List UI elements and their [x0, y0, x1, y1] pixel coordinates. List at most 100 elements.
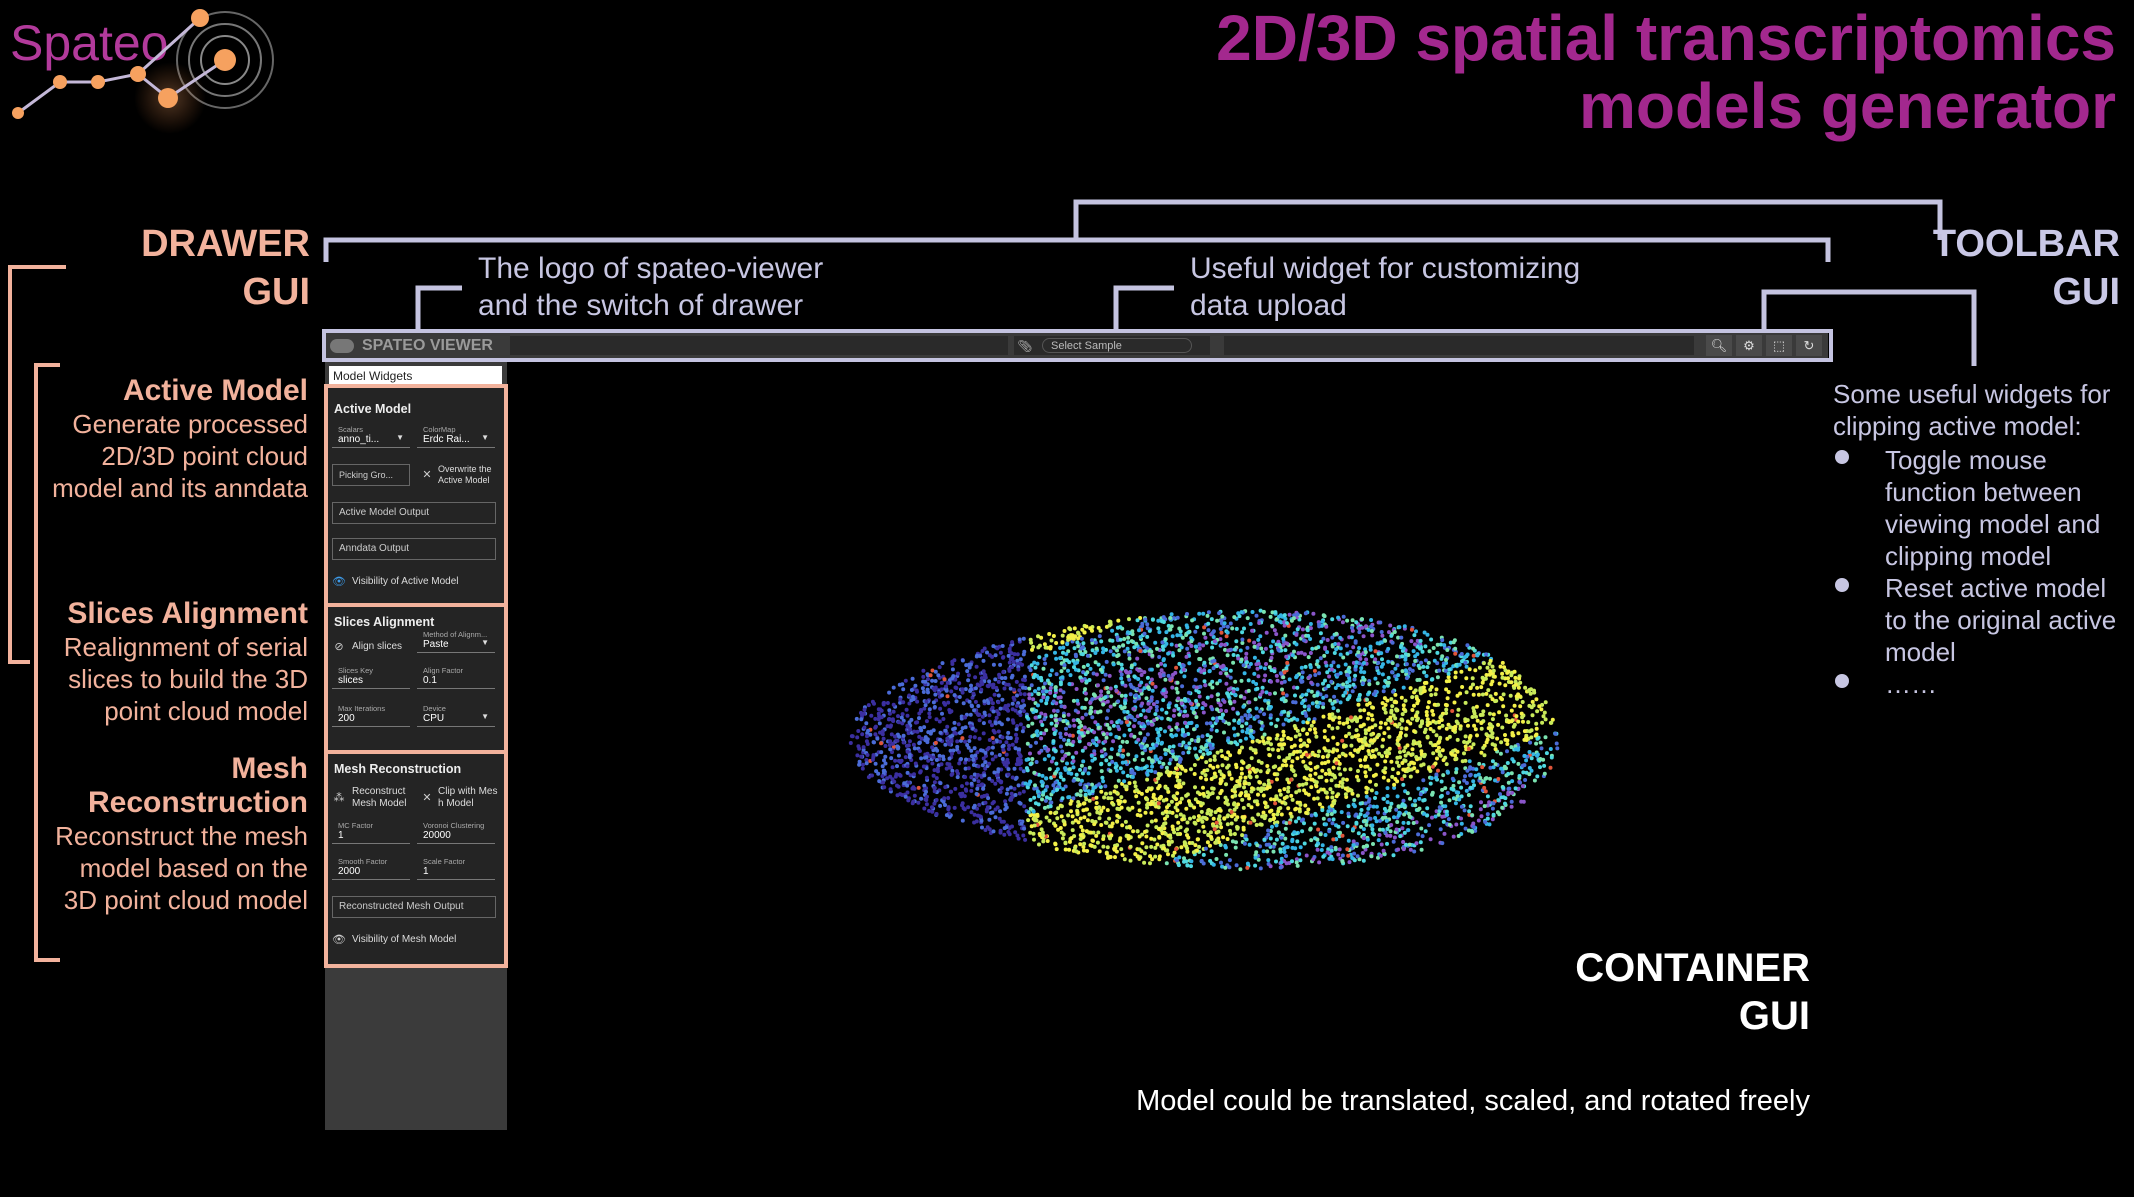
chevron-down-icon: ▼: [396, 433, 404, 442]
reset-icon[interactable]: ↻: [1796, 335, 1822, 356]
mesh-output[interactable]: Reconstructed Mesh Output: [332, 896, 496, 918]
active-model-note-line: Generate processed: [72, 409, 308, 439]
field-label: Scale Factor: [423, 857, 466, 866]
search-icon[interactable]: 🔍︎: [1706, 335, 1732, 356]
button-label: h Model: [438, 798, 474, 809]
container-caption: Model could be translated, scaled, and r…: [1136, 1085, 1810, 1117]
spateo-logo-graphic: [12, 9, 274, 134]
field-value: 1: [423, 866, 429, 877]
settings-icon[interactable]: ⚙: [1736, 335, 1762, 356]
field-value: 0.1: [423, 675, 437, 686]
toolbar-spacer: [510, 336, 1008, 355]
bullet-line: clipping model: [1885, 541, 2052, 571]
smooth-factor-field[interactable]: Smooth Factor 2000: [332, 856, 410, 880]
container-gui-line-1: CONTAINER: [1575, 946, 1810, 990]
spateo-viewer-logo-icon: [330, 338, 354, 353]
bullet-item: ……: [1835, 668, 2125, 700]
field-value: 20000: [423, 830, 451, 841]
anndata-output[interactable]: Anndata Output: [332, 538, 496, 560]
align-factor-field[interactable]: Align Factor 0.1: [417, 665, 495, 689]
mesh-note-title-1: Mesh: [231, 752, 308, 785]
clipping-notes-intro: Some useful widgets for: [1833, 379, 2111, 409]
field-label: ColorMap: [423, 425, 456, 434]
slices-alignment-note-line: point cloud model: [104, 696, 308, 726]
scale-factor-field[interactable]: Scale Factor 1: [417, 856, 495, 880]
device-select[interactable]: Device CPU ▼: [417, 703, 495, 727]
slices-key-field[interactable]: Slices Key slices: [332, 665, 410, 689]
slices-alignment-note: Slices Alignment Realignment of serial s…: [30, 597, 308, 727]
bullet-dot: [1835, 450, 1849, 464]
drawer-gui-label: DRAWER GUI: [60, 220, 310, 316]
active-model-visibility-toggle[interactable]: 👁︎ Visibility of Active Model: [332, 576, 459, 588]
active-model-note-title: Active Model: [122, 374, 308, 407]
toggle-label: Visibility of Active Model: [352, 576, 459, 587]
mesh-visibility-toggle[interactable]: 👁︎ Visibility of Mesh Model: [332, 934, 456, 946]
colormap-select[interactable]: ColorMap Erdc Rai... ▼: [417, 424, 495, 448]
toolbar-buttons: 🔍︎ ⚙ ⬚ ↻: [1706, 335, 1822, 356]
mesh-note-line: model based on the: [79, 853, 308, 883]
field-label: MC Factor: [338, 821, 374, 830]
alignment-method-select[interactable]: Method of Alignm... Paste ▼: [417, 629, 495, 653]
logo-callout: The logo of spateo-viewer and the switch…: [478, 250, 823, 324]
bullet-line: viewing model and: [1885, 509, 2101, 539]
toggle-label: Visibility of Mesh Model: [352, 934, 457, 945]
chevron-down-icon: ▼: [481, 638, 489, 647]
clip-with-mesh-button[interactable]: ✕ Clip with Mes h Model: [420, 786, 497, 810]
field-value: Anndata Output: [339, 543, 410, 554]
field-label: Smooth Factor: [338, 857, 388, 866]
chevron-down-icon: ▼: [481, 433, 489, 442]
reconstruct-mesh-button[interactable]: ⁂ Reconstruct Mesh Model: [332, 786, 407, 810]
crop-icon[interactable]: ⬚: [1766, 335, 1792, 356]
mesh-reconstruction-card: Mesh Reconstruction ⁂ Reconstruct Mesh Mo…: [324, 750, 508, 968]
card-title: Active Model: [334, 402, 412, 416]
mesh-icon: ⁂: [333, 792, 345, 804]
field-label: Slices Key: [338, 666, 374, 675]
clipping-notes-intro: clipping active model:: [1833, 411, 2082, 441]
field-value: Erdc Rai...: [423, 434, 470, 445]
bullet-line: Reset active model: [1885, 573, 2107, 603]
max-iterations-field[interactable]: Max Iterations 200: [332, 703, 410, 727]
active-model-note: Active Model Generate processed 2D/3D po…: [30, 374, 308, 504]
toolbar-spacer: [1224, 336, 1694, 355]
bullet-item: Reset active model to the original activ…: [1835, 572, 2125, 668]
button-label: Mesh Model: [352, 798, 407, 809]
logo-callout-line-1: The logo of spateo-viewer: [478, 252, 824, 285]
title-line-1: 2D/3D spatial transcriptomics: [1216, 2, 2116, 74]
toolbar-gui-line-2: GUI: [2052, 271, 2120, 313]
bullet-line: model: [1885, 637, 1956, 667]
align-icon: ⊘: [334, 641, 344, 653]
picking-group-select[interactable]: Picking Gro...: [332, 464, 410, 486]
slices-alignment-card: Slices Alignment ⊘ Align slices Method o…: [324, 603, 508, 754]
field-value: anno_ti...: [338, 434, 380, 445]
voronoi-clustering-field[interactable]: Voronoi Clustering 20000: [417, 820, 495, 844]
select-sample-input[interactable]: Select Sample: [1042, 338, 1192, 353]
mc-factor-field[interactable]: MC Factor 1: [332, 820, 410, 844]
button-label: Reconstruct: [352, 786, 406, 797]
drawer-toggle[interactable]: SPATEO VIEWER: [330, 333, 506, 358]
mesh-note-line: Reconstruct the mesh: [55, 821, 308, 851]
field-label: Align Factor: [423, 666, 464, 675]
drawer-header: Model Widgets: [329, 366, 502, 386]
active-model-output[interactable]: Active Model Output: [332, 502, 496, 524]
bullet-line: Toggle mouse: [1885, 445, 2047, 475]
field-value: slices: [338, 675, 364, 686]
chevron-down-icon: ▼: [481, 712, 489, 721]
button-label: Align slices: [352, 641, 403, 652]
scalars-select[interactable]: Scalars anno_ti... ▼: [332, 424, 410, 448]
sample-select[interactable]: 📎︎ Select Sample: [1014, 336, 1210, 355]
container-gui-line-2: GUI: [1738, 994, 1810, 1038]
active-model-note-line: 2D/3D point cloud: [101, 441, 308, 471]
bullet-dot: [1835, 674, 1849, 688]
paperclip-icon[interactable]: 📎︎: [1017, 338, 1033, 353]
spateo-logo-text: Spateo: [10, 15, 169, 71]
bullet-line: to the original active: [1885, 605, 2117, 635]
bullet-line: function between: [1885, 477, 2082, 507]
toolbar-gui-line-1: TOOLBAR: [1932, 223, 2120, 265]
active-model-card: Active Model Scalars anno_ti... ▼ ColorM…: [324, 384, 508, 607]
field-label: Device: [423, 704, 446, 713]
bullet-item: Toggle mouse function between viewing mo…: [1835, 444, 2125, 572]
align-slices-button[interactable]: ⊘ Align slices: [332, 641, 402, 653]
overwrite-active-model-button[interactable]: ✕ Overwrite the Active Model: [420, 464, 491, 486]
field-value: CPU: [423, 713, 445, 724]
